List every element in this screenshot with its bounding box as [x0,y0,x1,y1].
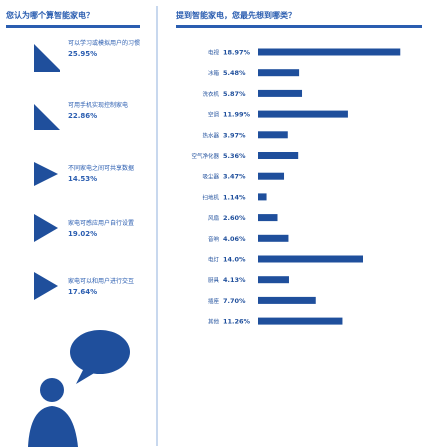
left-panel-title: 您认为哪个算智能家电？ [6,11,94,20]
bar [258,255,363,263]
bar [258,110,348,118]
value-label: 3.97% [223,131,246,139]
item-text: 不同家电之间可共享数据 [68,165,135,172]
value-label: 7.70% [223,297,246,305]
item-text: 可用手机实现控制家电 [68,102,129,109]
category-label: 冰箱 [208,69,220,77]
category-label: 吸尘器 [202,173,219,181]
bar [258,317,343,325]
category-label: 热水器 [202,131,219,139]
category-label: 扫地机 [202,193,219,201]
value-label: 5.87% [223,90,246,98]
item-percent: 14.53% [68,175,98,183]
right-title-rule [176,25,422,28]
play-icon [34,272,58,300]
bar [258,172,285,180]
value-label: 4.13% [223,276,246,284]
value-label: 18.97% [223,49,251,57]
left-title-rule [6,25,140,28]
speech-bubble-icon [70,330,130,384]
item-text: 可以学习或模拟用户的习惯 [68,40,141,47]
bookmark-icon [34,44,60,72]
list-item: 可以学习或模拟用户的习惯 25.95% [34,40,144,58]
category-label: 空调 [208,111,220,119]
list-item: 不同家电之间可共享数据 14.53% [34,165,144,183]
list-item: 家电可以和用户进行交互 17.64% [34,278,144,296]
category-label: 空气净化器 [191,152,219,160]
list-item: 家电可感应用户自行设置 19.02% [34,220,144,238]
category-label: 洗衣机 [202,90,219,98]
category-label: 电视 [208,49,220,57]
bar [258,48,401,56]
category-label: 音响 [208,235,220,243]
bar [258,193,267,201]
category-label: 电灯 [208,256,220,264]
item-percent: 22.86% [68,112,98,120]
play-icon [34,162,58,186]
value-label: 3.47% [223,173,246,181]
category-label: 其他 [208,318,220,326]
play-icon [34,214,58,242]
value-label: 11.99% [223,111,251,119]
person-icon [28,378,78,447]
value-label: 5.36% [223,152,246,160]
bar [258,276,289,284]
bar [258,214,278,222]
bar [258,131,288,139]
category-label: 插座 [208,297,220,305]
category-label: 风扇 [208,214,219,222]
value-label: 5.48% [223,69,246,77]
bar [258,296,316,304]
panel-divider [156,6,158,446]
chart-title: 提到智能家电，您最先想到哪类？ [176,11,296,20]
value-label: 4.06% [223,235,246,243]
bar [258,234,289,242]
bar [258,152,299,159]
value-label: 1.14% [223,193,246,201]
value-label: 11.26% [223,318,251,326]
bar [258,89,303,97]
value-label: 14.0% [223,256,246,264]
item-text: 家电可以和用户进行交互 [68,278,135,285]
item-percent: 25.95% [68,50,98,58]
category-label: 厨具 [208,277,220,284]
value-label: 2.60% [223,214,246,222]
item-percent: 17.64% [68,288,98,296]
bar [258,69,300,77]
bookmark-icon [34,104,60,130]
item-percent: 19.02% [68,230,98,238]
list-item: 可用手机实现控制家电 22.86% [34,102,144,120]
item-text: 家电可感应用户自行设置 [68,220,135,227]
